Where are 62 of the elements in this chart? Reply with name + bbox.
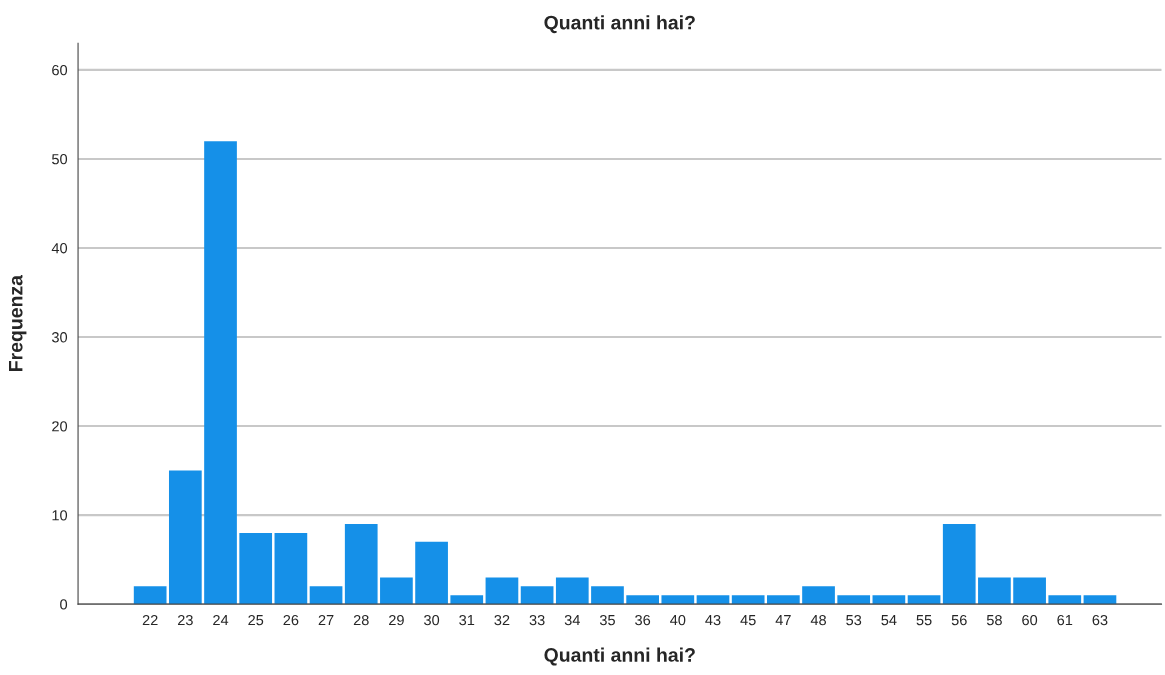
bar <box>485 577 519 605</box>
bar <box>978 577 1011 605</box>
x-tick-label: 32 <box>494 614 510 626</box>
x-tick-label: 23 <box>177 614 193 626</box>
bar <box>661 595 695 605</box>
bar <box>837 595 871 605</box>
x-tick-label: 34 <box>564 614 580 626</box>
x-tick-label: 27 <box>318 614 334 626</box>
x-tick-label: 28 <box>353 614 369 626</box>
bar <box>168 470 202 605</box>
x-tick-label: 56 <box>951 614 967 626</box>
x-tick-label: 63 <box>1092 614 1108 626</box>
x-tick-label: 47 <box>775 615 791 626</box>
bar <box>239 532 273 605</box>
x-tick-label: 55 <box>916 615 932 626</box>
x-tick-label: 29 <box>389 614 404 626</box>
bar <box>942 523 976 605</box>
bar <box>133 586 167 605</box>
x-tick-label: 61 <box>1057 614 1073 626</box>
x-tick-label: 53 <box>846 614 862 626</box>
y-tick-label: 10 <box>52 510 68 521</box>
x-tick-label: 40 <box>670 614 686 626</box>
x-tick-label: 33 <box>529 614 545 626</box>
bar <box>591 586 624 605</box>
bar <box>767 595 800 605</box>
bar <box>555 577 589 605</box>
x-tick-label: 31 <box>459 614 475 626</box>
x-tick-label: 48 <box>810 614 827 626</box>
y-tick-label: 20 <box>52 421 68 432</box>
x-tick-label: 54 <box>881 615 897 626</box>
x-tick-label: 60 <box>1022 614 1038 626</box>
bar <box>309 586 343 605</box>
bar <box>1048 595 1082 605</box>
chart-title: Quanti anni hai? <box>544 15 695 34</box>
bar <box>1013 577 1046 605</box>
bar <box>520 586 554 605</box>
x-tick-label: 43 <box>705 614 721 626</box>
x-tick-label: 35 <box>599 614 615 626</box>
x-tick-label: 30 <box>424 614 440 626</box>
x-tick-label: 45 <box>740 615 756 626</box>
bar <box>450 595 484 605</box>
y-axis-title: Frequenza <box>9 274 27 371</box>
x-tick-label: 36 <box>635 614 651 626</box>
x-tick-label: 24 <box>213 614 229 626</box>
bar <box>274 532 308 605</box>
bar <box>626 595 659 605</box>
x-tick-label: 58 <box>986 614 1002 626</box>
y-tick-label: 30 <box>51 332 68 343</box>
bar <box>344 523 378 605</box>
y-tick-label: 40 <box>51 243 68 254</box>
x-tick-label: 22 <box>142 614 158 626</box>
x-tick-label: 25 <box>248 614 264 626</box>
y-tick-label: 0 <box>60 599 68 610</box>
y-tick-label: 50 <box>52 154 68 165</box>
x-axis-title: Quanti anni hai? <box>544 647 695 666</box>
bar <box>415 541 448 605</box>
x-tick-label: 26 <box>283 614 299 626</box>
bar <box>380 577 413 605</box>
bar <box>802 586 835 605</box>
bar <box>731 595 765 605</box>
bar <box>204 141 237 605</box>
y-tick-label: 60 <box>52 65 68 76</box>
